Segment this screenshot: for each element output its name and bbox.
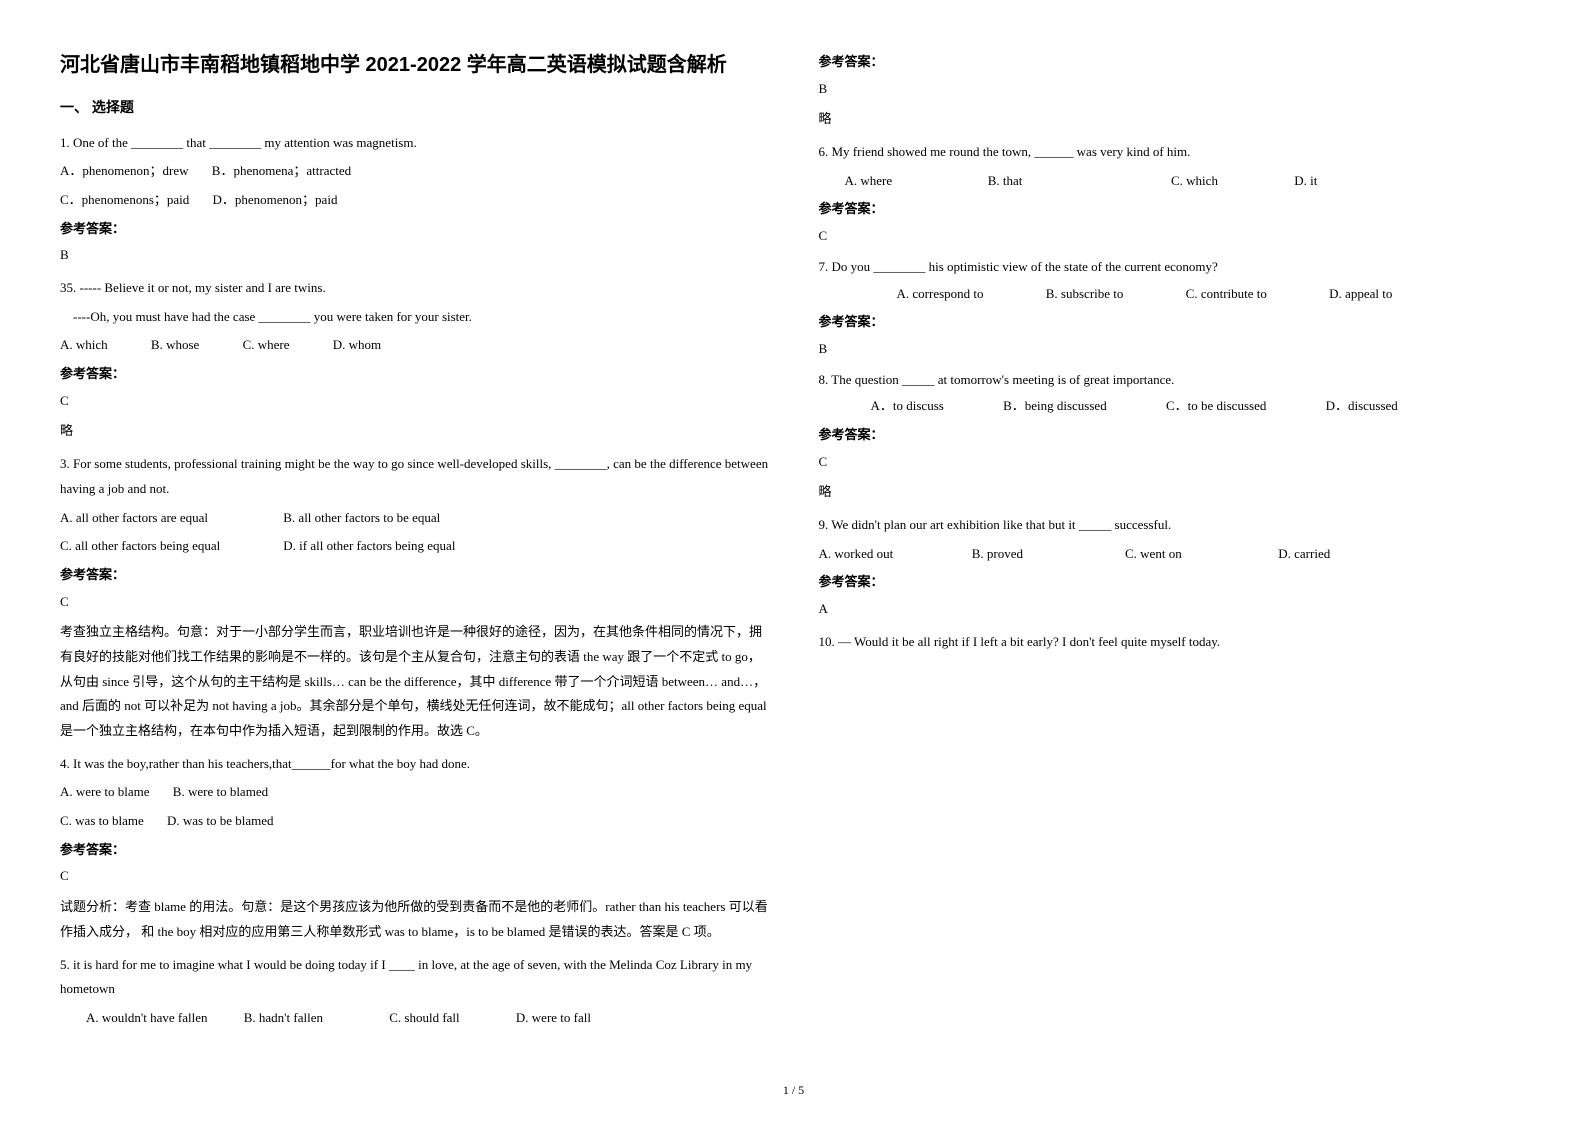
- doc-title: 河北省唐山市丰南稻地镇稻地中学 2021-2022 学年高二英语模拟试题含解析: [60, 50, 769, 80]
- q1-opt-c: C．phenomenons；paid: [60, 188, 189, 213]
- q4-stem: 4. It was the boy,rather than his teache…: [60, 752, 769, 777]
- q6-opt-c: C. which: [1158, 169, 1258, 194]
- q3-answer: C: [60, 590, 769, 615]
- answer-label: 参考答案：: [60, 563, 769, 588]
- answer-label: 参考答案：: [60, 838, 769, 863]
- q7-opt-d: D. appeal to: [1290, 282, 1392, 307]
- answer-label: 参考答案：: [60, 362, 769, 387]
- q8-opt-d: D．discussed: [1300, 394, 1398, 419]
- q9-answer: A: [819, 597, 1528, 622]
- q3-options: A. all other factors are equal B. all ot…: [60, 506, 769, 531]
- q7-opt-b: B. subscribe to: [1007, 282, 1124, 307]
- q9-opt-c: C. went on: [1125, 542, 1255, 567]
- q3-options-2: C. all other factors being equal D. if a…: [60, 534, 769, 559]
- q1-options: A．phenomenon；drew B．phenomena；attracted: [60, 159, 769, 184]
- q1-options-2: C．phenomenons；paid D．phenomenon；paid: [60, 188, 769, 213]
- q8-options: A．to discuss B．being discussed C．to be d…: [819, 394, 1528, 419]
- q8-opt-a: A．to discuss: [845, 394, 944, 419]
- q7-answer: B: [819, 337, 1528, 362]
- q5-options: A. wouldn't have fallen B. hadn't fallen…: [60, 1006, 769, 1031]
- q8-explanation: 略: [819, 480, 1528, 505]
- q4-opt-c: C. was to blame: [60, 809, 144, 834]
- q35-opt-c: C. where: [243, 333, 290, 358]
- answer-label: 参考答案：: [819, 50, 1528, 75]
- q3-explanation: 考查独立主格结构。句意：对于一小部分学生而言，职业培训也许是一种很好的途径，因为…: [60, 620, 769, 743]
- q1-opt-b: B．phenomena；attracted: [212, 159, 351, 184]
- q6-answer: C: [819, 224, 1528, 249]
- q35-answer: C: [60, 389, 769, 414]
- q5-answer: B: [819, 77, 1528, 102]
- q35-opt-a: A. which: [60, 333, 108, 358]
- q9-stem: 9. We didn't plan our art exhibition lik…: [819, 513, 1528, 538]
- q7-options: A. correspond to B. subscribe to C. cont…: [819, 282, 1528, 307]
- q1-opt-d: D．phenomenon；paid: [213, 188, 338, 213]
- q35-stem1: 35. ----- Believe it or not, my sister a…: [60, 276, 769, 301]
- section-heading: 一、 选择题: [60, 94, 769, 121]
- answer-label: 参考答案：: [60, 217, 769, 242]
- q9-opt-b: B. proved: [972, 542, 1102, 567]
- q9-options: A. worked out B. proved C. went on D. ca…: [819, 542, 1528, 567]
- q5-opt-b: B. hadn't fallen: [231, 1006, 323, 1031]
- q5-explanation: 略: [819, 107, 1528, 132]
- q6-options: A. where B. that C. which D. it: [819, 169, 1528, 194]
- q35-options: A. which B. whose C. where D. whom: [60, 333, 769, 358]
- q3-opt-d: D. if all other factors being equal: [283, 534, 455, 559]
- q1-answer: B: [60, 243, 769, 268]
- answer-label: 参考答案：: [819, 570, 1528, 595]
- answer-label: 参考答案：: [819, 197, 1528, 222]
- q1-opt-a: A．phenomenon；drew: [60, 159, 189, 184]
- q7-opt-c: C. contribute to: [1147, 282, 1267, 307]
- q4-options-2: C. was to blame D. was to be blamed: [60, 809, 769, 834]
- q5-opt-d: D. were to fall: [503, 1006, 591, 1031]
- q7-stem: 7. Do you ________ his optimistic view o…: [819, 255, 1528, 280]
- q5-opt-a: A. wouldn't have fallen: [73, 1006, 207, 1031]
- q7-opt-a: A. correspond to: [858, 282, 984, 307]
- q6-stem: 6. My friend showed me round the town, _…: [819, 140, 1528, 165]
- q9-opt-d: D. carried: [1278, 542, 1330, 567]
- q3-opt-a: A. all other factors are equal: [60, 506, 260, 531]
- q3-opt-c: C. all other factors being equal: [60, 534, 260, 559]
- q4-opt-a: A. were to blame: [60, 780, 150, 805]
- q6-opt-a: A. where: [832, 169, 952, 194]
- q8-opt-c: C．to be discussed: [1140, 394, 1266, 419]
- q4-opt-b: B. were to blamed: [173, 780, 268, 805]
- q35-opt-b: B. whose: [151, 333, 199, 358]
- q8-stem: 8. The question _____ at tomorrow's meet…: [819, 368, 1528, 393]
- q5-stem: 5. it is hard for me to imagine what I w…: [60, 953, 769, 1002]
- q10-stem: 10. — Would it be all right if I left a …: [819, 630, 1528, 655]
- q9-opt-a: A. worked out: [819, 542, 949, 567]
- q3-stem: 3. For some students, professional train…: [60, 452, 769, 501]
- q8-opt-b: B．being discussed: [977, 394, 1107, 419]
- q35-explanation: 略: [60, 419, 769, 444]
- q6-opt-d: D. it: [1281, 169, 1317, 194]
- q4-answer: C: [60, 864, 769, 889]
- q3-opt-b: B. all other factors to be equal: [283, 506, 440, 531]
- q35-opt-d: D. whom: [333, 333, 381, 358]
- q4-explanation: 试题分析：考查 blame 的用法。句意：是这个男孩应该为他所做的受到责备而不是…: [60, 895, 769, 944]
- q8-answer: C: [819, 450, 1528, 475]
- page-number: 1 / 5: [0, 1079, 1587, 1102]
- q4-opt-d: D. was to be blamed: [167, 809, 274, 834]
- q6-opt-b: B. that: [975, 169, 1135, 194]
- answer-label: 参考答案：: [819, 310, 1528, 335]
- answer-label: 参考答案：: [819, 423, 1528, 448]
- q35-stem2: ----Oh, you must have had the case _____…: [60, 305, 769, 330]
- q5-opt-c: C. should fall: [376, 1006, 459, 1031]
- q1-stem: 1. One of the ________ that ________ my …: [60, 131, 769, 156]
- q4-options: A. were to blame B. were to blamed: [60, 780, 769, 805]
